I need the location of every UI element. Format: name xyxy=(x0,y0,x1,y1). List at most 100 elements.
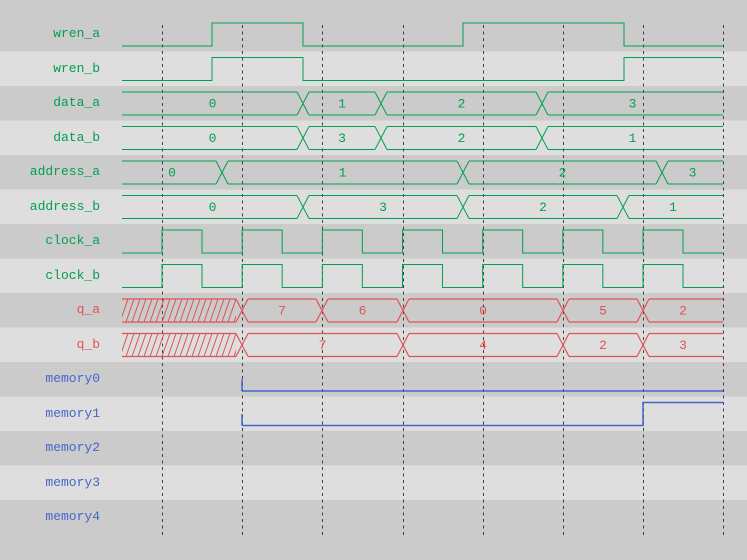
bus-value: 1 xyxy=(338,97,346,112)
bus-value: 2 xyxy=(679,304,687,319)
bus-value: 2 xyxy=(539,200,547,215)
row-stripe xyxy=(0,465,747,500)
bus-value: 3 xyxy=(679,338,687,353)
wave-path xyxy=(309,91,375,116)
wave-path xyxy=(241,379,723,392)
wave-path xyxy=(122,264,723,288)
wave-path xyxy=(396,298,410,323)
wave-path xyxy=(649,332,723,358)
wave-path xyxy=(569,332,637,358)
wave-path xyxy=(409,332,557,358)
wave-path xyxy=(629,195,723,219)
bus-value: 1 xyxy=(339,166,347,181)
wave-path xyxy=(655,160,669,185)
signal-label-address_a[interactable]: address_a xyxy=(29,164,100,179)
wave-path xyxy=(409,298,557,323)
signal-label-q_b[interactable]: q_b xyxy=(76,336,100,352)
wave-path xyxy=(122,126,297,150)
wave-path xyxy=(374,91,388,116)
wave-path xyxy=(215,160,229,185)
bus-value: 2 xyxy=(458,97,466,112)
wave-path xyxy=(396,333,410,357)
wave-path xyxy=(296,91,310,116)
bus-value: 5 xyxy=(599,304,607,319)
waveform-clock_b xyxy=(122,264,723,288)
signal-label-data_b[interactable]: data_b xyxy=(53,129,100,145)
wave-path xyxy=(636,298,650,323)
signal-label-memory3[interactable]: memory3 xyxy=(45,474,100,490)
wave-path xyxy=(296,126,310,150)
undefined-hatch xyxy=(122,333,236,357)
bus-value: 3 xyxy=(689,166,697,181)
waveform-memory0 xyxy=(241,379,723,392)
wave-path xyxy=(248,298,316,323)
bus-value: 2 xyxy=(559,166,567,181)
wave-path xyxy=(569,298,637,323)
signal-label-address_b[interactable]: address_b xyxy=(29,198,100,214)
wave-path xyxy=(535,126,549,150)
bus-value: 0 xyxy=(209,97,217,112)
waveform-memory1 xyxy=(241,401,723,427)
wave-path xyxy=(374,126,388,150)
wave-path xyxy=(469,195,617,219)
bus-value: 3 xyxy=(379,200,387,215)
bus-value: 1 xyxy=(669,200,677,215)
wave-path xyxy=(122,332,236,358)
waveform-data_b: 0 3 2 1 xyxy=(122,126,723,150)
grid-lines xyxy=(162,25,724,538)
bus-value: 3 xyxy=(338,131,346,146)
bus-value: 2 xyxy=(599,338,607,353)
bus-value: 6 xyxy=(359,304,367,319)
waveform-address_a: 0 1 2 3 xyxy=(122,160,723,185)
bus-value: 3 xyxy=(629,97,637,112)
wave-path xyxy=(548,126,723,150)
bus-value: 0 xyxy=(168,166,176,181)
waveform-q_b: 7 4 2 3 xyxy=(122,332,723,358)
wave-path xyxy=(456,160,470,185)
hatch-lines xyxy=(122,333,236,357)
bus-value: 0 xyxy=(479,304,487,319)
signal-label-q_a[interactable]: q_a xyxy=(76,302,100,317)
bus-value: 0 xyxy=(209,200,217,215)
signal-label-memory4[interactable]: memory4 xyxy=(45,509,100,524)
wave-path xyxy=(122,298,236,323)
wave-path xyxy=(241,401,723,427)
waveform-wren_b xyxy=(122,57,723,81)
wave-path xyxy=(122,160,216,185)
signal-label-memory0[interactable]: memory0 xyxy=(45,371,100,386)
bus-value: 4 xyxy=(479,338,487,353)
wave-path xyxy=(122,57,723,81)
wave-path xyxy=(296,195,310,219)
signal-label-data_a[interactable]: data_a xyxy=(53,95,100,110)
wave-path xyxy=(235,333,249,357)
wave-path xyxy=(315,298,329,323)
bus-value: 0 xyxy=(209,131,217,146)
wave-path xyxy=(235,298,249,323)
wave-path xyxy=(556,333,570,357)
wave-path xyxy=(548,91,723,116)
wave-path xyxy=(122,91,297,116)
signal-label-memory2[interactable]: memory2 xyxy=(45,440,100,455)
signal-label-clock_b[interactable]: clock_b xyxy=(45,267,100,283)
wave-path xyxy=(387,126,536,150)
signal-label-wren_b[interactable]: wren_b xyxy=(53,60,100,76)
wave-path xyxy=(469,160,656,185)
wave-path xyxy=(636,333,650,357)
wave-path xyxy=(309,126,375,150)
wave-path xyxy=(668,160,723,185)
signal-label-memory1[interactable]: memory1 xyxy=(45,405,100,421)
wave-path xyxy=(387,91,536,116)
bus-value: 1 xyxy=(629,131,637,146)
bus-value: 7 xyxy=(278,304,286,319)
signal-label-clock_a[interactable]: clock_a xyxy=(45,233,100,248)
waveform-clock_a xyxy=(122,229,723,254)
signal-label-wren_a[interactable]: wren_a xyxy=(53,26,100,41)
bus-value: 7 xyxy=(319,338,327,353)
waveform-q_a: 7 6 0 5 2 xyxy=(122,298,723,323)
wave-path xyxy=(649,298,723,323)
wave-path xyxy=(248,332,397,358)
waveform-data_a: 0 1 2 3 xyxy=(122,91,723,116)
wave-path xyxy=(456,195,470,219)
wave-path xyxy=(556,298,570,323)
